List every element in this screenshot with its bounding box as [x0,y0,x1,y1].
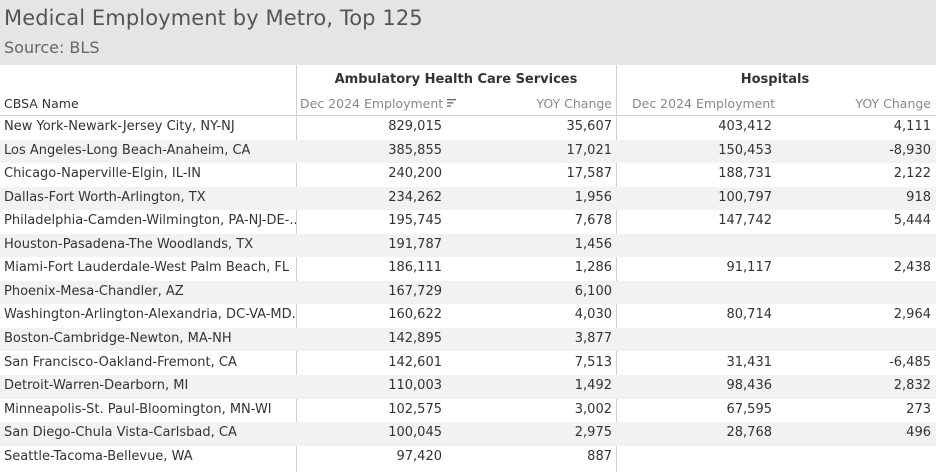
cell-amb-yoy: 17,021 [566,142,613,158]
cell-amb-yoy: 3,877 [574,330,612,346]
table-row[interactable]: Los Angeles-Long Beach-Anaheim, CA 385,85… [0,139,936,164]
cell-hosp-yoy: -6,485 [889,354,931,370]
cell-cbsa-name: Miami-Fort Lauderdale-West Palm Beach, F… [4,260,290,276]
cell-amb-yoy: 4,030 [574,307,612,323]
cell-cbsa-name: Los Angeles-Long Beach-Anaheim, CA [4,142,251,158]
cell-amb-yoy: 6,100 [574,283,612,299]
cell-hosp-yoy: 2,438 [893,260,931,276]
table-row[interactable]: New York-Newark-Jersey City, NY-NJ 829,01… [0,116,936,140]
cell-amb-employment: 102,575 [388,401,442,417]
cell-amb-employment: 191,787 [388,236,442,252]
cell-amb-yoy: 35,607 [566,119,613,134]
cell-hosp-yoy: 2,122 [893,166,931,182]
cell-cbsa-name: San Diego-Chula Vista-Carlsbad, CA [4,425,237,441]
cell-cbsa-name: Detroit-Warren-Dearborn, MI [4,378,189,394]
column-header-amb-employment[interactable]: Dec 2024 Employment [300,96,457,111]
table-row[interactable]: Washington-Arlington-Alexandria, DC-VA-M… [0,304,936,328]
cell-amb-employment: 829,015 [388,119,442,134]
cell-amb-employment: 97,420 [396,448,443,464]
cell-hosp-yoy: 5,444 [893,213,931,229]
table-row[interactable]: Chicago-Naperville-Elgin, IL-IN 240,200 17… [0,163,936,187]
group-header-ambulatory: Ambulatory Health Care Services [334,72,578,87]
cell-cbsa-name: Chicago-Naperville-Elgin, IL-IN [4,166,201,182]
column-header-hosp-employment[interactable]: Dec 2024 Employment [632,96,776,111]
cell-hosp-employment: 150,453 [718,142,772,158]
cell-hosp-yoy: 496 [906,425,931,441]
cell-amb-employment: 234,262 [388,189,442,205]
cell-amb-yoy: 2,975 [574,425,612,441]
table-row[interactable]: Minneapolis-St. Paul-Bloomington, MN-WI 1… [0,399,936,423]
cell-cbsa-name: Seattle-Tacoma-Bellevue, WA [4,448,193,464]
cell-cbsa-name: Boston-Cambridge-Newton, MA-NH [4,330,232,346]
cell-hosp-employment: 147,742 [718,213,772,229]
cell-cbsa-name: Philadelphia-Camden-Wilmington, PA-NJ-DE… [4,213,296,229]
header-divider [0,115,936,116]
cell-amb-employment: 142,601 [388,354,442,370]
cell-hosp-employment: 28,768 [726,425,773,441]
cell-cbsa-name: Minneapolis-St. Paul-Bloomington, MN-WI [4,401,272,417]
table-row[interactable]: Philadelphia-Camden-Wilmington, PA-NJ-DE… [0,210,936,234]
column-header-hosp-yoy[interactable]: YOY Change [855,96,931,111]
column-header-amb-yoy[interactable]: YOY Change [536,96,612,111]
cell-amb-yoy: 1,286 [574,260,612,276]
cell-amb-yoy: 1,956 [574,189,612,205]
column-divider [616,65,617,472]
cell-amb-employment: 142,895 [388,330,442,346]
page-subtitle: Source: BLS [4,38,100,57]
cell-hosp-employment: 67,595 [726,401,773,417]
cell-cbsa-name: Phoenix-Mesa-Chandler, AZ [4,283,184,299]
cell-amb-yoy: 3,002 [574,401,612,417]
table-row[interactable]: Detroit-Warren-Dearborn, MI 110,003 1,492 9… [0,375,936,399]
table-row[interactable]: San Diego-Chula Vista-Carlsbad, CA 100,04… [0,422,936,446]
title-band: Medical Employment by Metro, Top 125 Sou… [0,0,936,65]
cell-amb-employment: 160,622 [388,307,442,323]
table-row[interactable]: Miami-Fort Lauderdale-West Palm Beach, F… [0,257,936,281]
cell-amb-yoy: 7,513 [574,354,612,370]
table-row[interactable]: Houston-Pasadena-The Woodlands, TX 191,78… [0,233,936,258]
cell-amb-employment: 186,111 [388,260,442,276]
cell-cbsa-name: Washington-Arlington-Alexandria, DC-VA-M… [4,307,296,323]
column-header-cbsa-name[interactable]: CBSA Name [4,96,79,111]
cell-amb-yoy: 17,587 [566,166,613,182]
cell-hosp-employment: 98,436 [726,378,773,394]
table-row[interactable]: Seattle-Tacoma-Bellevue, WA 97,420 887 [0,446,936,470]
cell-cbsa-name: Houston-Pasadena-The Woodlands, TX [4,236,254,252]
cell-amb-employment: 100,045 [388,425,442,441]
cell-amb-employment: 110,003 [388,378,442,394]
cell-hosp-yoy: 273 [906,401,931,417]
table-row[interactable]: Dallas-Fort Worth-Arlington, TX 234,262 1,… [0,186,936,211]
cell-hosp-yoy: -8,930 [889,142,931,158]
cell-amb-yoy: 887 [587,448,612,464]
cell-hosp-yoy: 918 [906,189,931,205]
cell-amb-employment: 385,855 [388,142,442,158]
cell-cbsa-name: Dallas-Fort Worth-Arlington, TX [4,189,206,205]
cell-cbsa-name: New York-Newark-Jersey City, NY-NJ [4,119,235,134]
table-row[interactable]: San Francisco-Oakland-Fremont, CA 142,601… [0,352,936,376]
cell-hosp-yoy: 2,832 [893,378,931,394]
table-row[interactable]: Phoenix-Mesa-Chandler, AZ 167,729 6,100 [0,280,936,305]
cell-amb-employment: 167,729 [388,283,442,299]
page-title: Medical Employment by Metro, Top 125 [4,6,423,30]
cell-hosp-employment: 100,797 [718,189,772,205]
group-header-hospitals: Hospitals [740,72,810,87]
cell-amb-employment: 240,200 [388,166,442,182]
table-row[interactable]: Boston-Cambridge-Newton, MA-NH 142,895 3,8… [0,327,936,352]
column-divider [296,65,297,472]
cell-amb-employment: 195,745 [388,213,442,229]
cell-hosp-yoy: 2,964 [893,307,931,323]
cell-amb-yoy: 7,678 [574,213,612,229]
cell-cbsa-name: San Francisco-Oakland-Fremont, CA [4,354,237,370]
cell-hosp-employment: 403,412 [718,119,772,134]
sort-descending-icon[interactable] [447,98,457,108]
cell-hosp-employment: 91,117 [726,260,773,276]
cell-hosp-yoy: 4,111 [893,119,931,134]
cell-hosp-employment: 188,731 [718,166,772,182]
column-header-label: Dec 2024 Employment [300,96,444,111]
cell-hosp-employment: 31,431 [726,354,773,370]
cell-hosp-employment: 80,714 [726,307,773,323]
cell-amb-yoy: 1,492 [574,378,612,394]
cell-amb-yoy: 1,456 [574,236,612,252]
